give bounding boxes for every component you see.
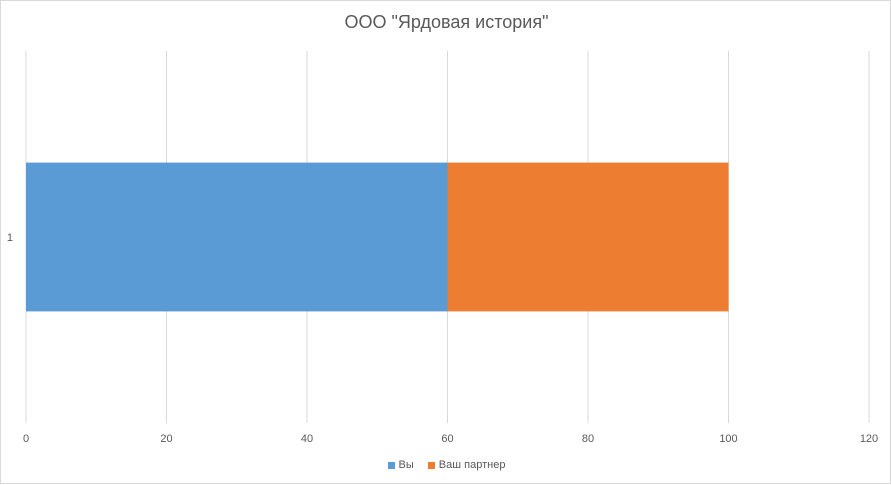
legend-item-partner: Ваш партнер xyxy=(427,459,506,471)
legend-swatch xyxy=(427,461,435,469)
x-tick-label: 0 xyxy=(23,433,29,445)
legend-label: Вы xyxy=(398,459,414,471)
legend: Вы Ваш партнер xyxy=(1,459,891,471)
bars xyxy=(26,162,729,312)
y-tick-label: 1 xyxy=(7,232,13,244)
x-tick-label: 60 xyxy=(441,433,453,445)
x-tick-label: 100 xyxy=(719,433,737,445)
chart-title: ООО "Ярдовая история" xyxy=(344,12,549,32)
x-tick-label: 40 xyxy=(301,433,313,445)
x-tick-label: 20 xyxy=(160,433,172,445)
x-tick-label: 120 xyxy=(860,433,878,445)
bar-you xyxy=(26,162,448,312)
legend-swatch xyxy=(387,461,395,469)
x-axis-ticks: 0 20 40 60 80 100 120 xyxy=(23,433,878,445)
bar-partner xyxy=(447,162,729,312)
legend-item-you: Вы xyxy=(387,459,414,471)
legend-label: Ваш партнер xyxy=(438,459,506,471)
y-axis-ticks: 1 xyxy=(7,232,13,244)
x-tick-label: 80 xyxy=(582,433,594,445)
